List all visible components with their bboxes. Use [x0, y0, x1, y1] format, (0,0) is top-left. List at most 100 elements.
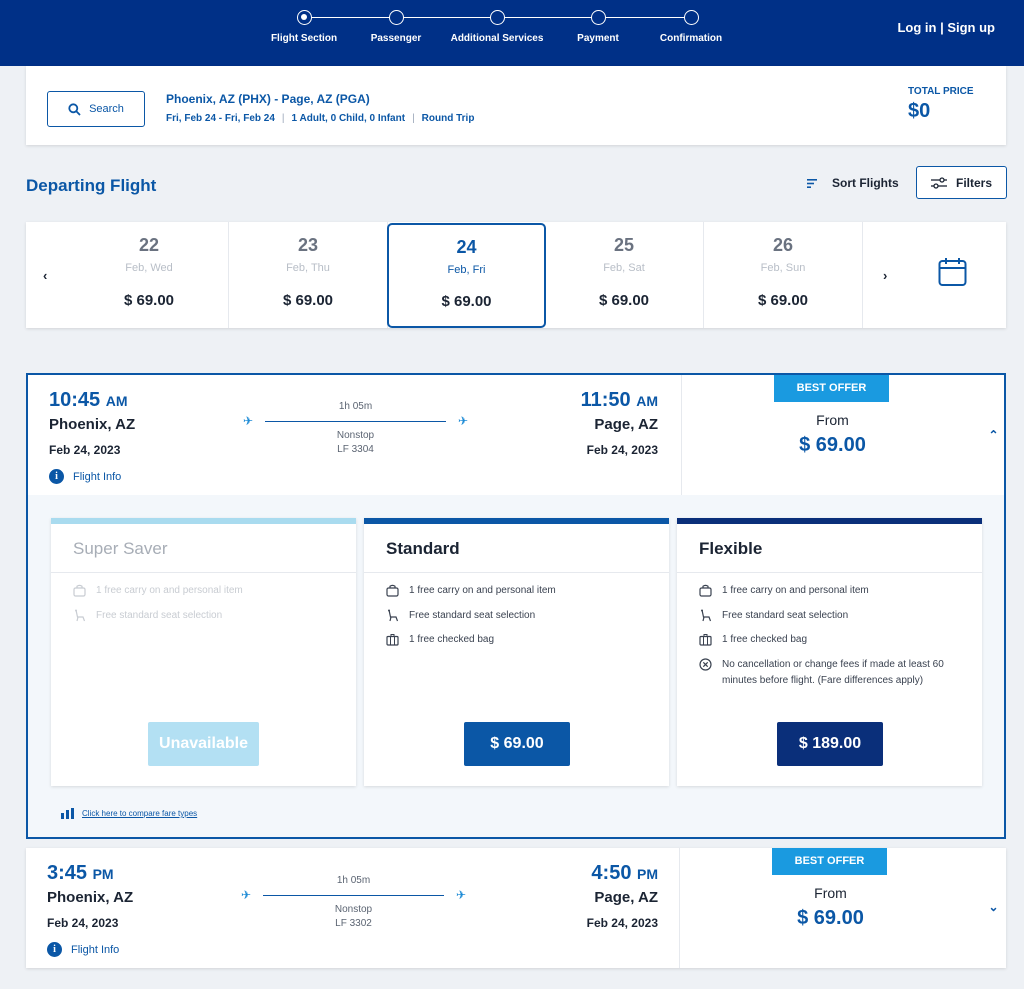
- step-dot: [590, 10, 606, 25]
- fare-name: Standard: [364, 524, 669, 573]
- route-line: ✈ ✈: [241, 888, 466, 902]
- arrival-ampm: PM: [637, 866, 658, 882]
- chevron-up-icon[interactable]: ⌃: [988, 428, 999, 442]
- filters-icon: [930, 176, 947, 189]
- flight-card-expanded[interactable]: 10:45 AM Phoenix, AZ Feb 24, 2023 i Flig…: [26, 373, 1006, 839]
- date-price: $ 69.00: [441, 293, 492, 310]
- best-offer-badge: BEST OFFER: [774, 375, 889, 402]
- fare-feature-text: 1 free carry on and personal item: [409, 585, 556, 596]
- arrival-ampm: AM: [636, 393, 658, 409]
- fare-feature-text: No cancellation or change fees if made a…: [722, 659, 944, 686]
- date-selector: ‹ 22 Feb, Wed $ 69.00 23 Feb, Thu $ 69.0…: [26, 222, 1006, 328]
- flight-route-line: 1h 05m ✈ ✈ Nonstop LF 3304: [243, 401, 468, 455]
- arrival-time-value: 4:50: [591, 862, 632, 884]
- date-option-selected[interactable]: 24 Feb, Fri $ 69.00: [387, 223, 546, 328]
- fare-unavailable-button: Unavailable: [148, 722, 259, 766]
- plane-icon: ✈: [243, 414, 254, 428]
- departure-ampm: AM: [105, 393, 128, 409]
- trip-dates: Fri, Feb 24 - Fri, Feb 24: [166, 113, 275, 124]
- offer-panel[interactable]: BEST OFFER From $ 69.00: [681, 375, 982, 495]
- trip-passengers: 1 Adult, 0 Child, 0 Infant: [291, 113, 406, 124]
- fare-feature-text: 1 free checked bag: [722, 634, 808, 645]
- chevron-down-icon[interactable]: ⌄: [988, 900, 999, 914]
- select-standard-button[interactable]: $ 69.00: [464, 722, 570, 766]
- trip-meta: Fri, Feb 24 - Fri, Feb 24 | 1 Adult, 0 Chi…: [166, 113, 474, 124]
- chart-icon: [61, 808, 74, 819]
- total-price-value: $0: [908, 100, 931, 122]
- luggage-icon: [386, 634, 399, 646]
- no-fee-icon: [699, 658, 712, 671]
- select-flexible-button[interactable]: $ 189.00: [777, 722, 883, 766]
- step-flight-section[interactable]: Flight Section: [249, 10, 359, 44]
- arrival-time: 11:50 AM: [581, 389, 658, 412]
- step-passenger[interactable]: Passenger: [341, 10, 451, 44]
- departure-time: 10:45 AM: [49, 389, 128, 412]
- signup-link[interactable]: Sign up: [947, 20, 995, 35]
- flight-card[interactable]: 3:45 PM Phoenix, AZ Feb 24, 2023 i Fligh…: [26, 848, 1006, 968]
- search-summary: Search Phoenix, AZ (PHX) - Page, AZ (PGA…: [26, 66, 1006, 145]
- total-price: TOTAL PRICE $0: [908, 86, 974, 123]
- departure-city: Phoenix, AZ: [49, 416, 136, 433]
- flight-info-label: Flight Info: [73, 470, 122, 483]
- flight-info-link[interactable]: i Flight Info: [47, 942, 119, 957]
- flight-duration: 1h 05m: [336, 875, 371, 886]
- step-payment[interactable]: Payment: [543, 10, 653, 44]
- chevron-right-icon[interactable]: ›: [883, 268, 888, 283]
- date-day: 23: [297, 235, 319, 255]
- step-dot: [683, 10, 699, 25]
- arrival-city: Page, AZ: [594, 889, 658, 906]
- flight-number: LF 3304: [337, 444, 374, 455]
- fare-card-standard: Standard 1 free carry on and personal it…: [364, 518, 669, 786]
- date-option[interactable]: 23 Feb, Thu $ 69.00: [229, 222, 388, 328]
- fare-feature: Free standard seat selection: [73, 608, 343, 624]
- arrival-time: 4:50 PM: [591, 862, 658, 885]
- fare-feature: 1 free carry on and personal item: [73, 583, 343, 599]
- route-text: Phoenix, AZ (PHX) - Page, AZ (PGA): [166, 92, 370, 106]
- trip-type: Round Trip: [421, 113, 475, 124]
- step-additional-services[interactable]: Additional Services: [442, 10, 552, 44]
- sort-flights-button[interactable]: Sort Flights: [807, 176, 899, 190]
- sort-flights-label: Sort Flights: [832, 176, 899, 190]
- departing-flight-title: Departing Flight: [26, 176, 157, 195]
- date-weekday: Feb, Fri: [447, 264, 486, 276]
- offer-panel[interactable]: BEST OFFER From $ 69.00: [679, 848, 980, 968]
- date-option[interactable]: 22 Feb, Wed $ 69.00: [70, 222, 229, 328]
- compare-fares-link[interactable]: Click here to compare fare types: [61, 808, 197, 819]
- flight-summary: 10:45 AM Phoenix, AZ Feb 24, 2023 i Flig…: [28, 375, 1004, 495]
- route-line: ✈ ✈: [243, 414, 468, 428]
- sort-icon: [807, 178, 817, 188]
- route-bar: [265, 421, 446, 422]
- chevron-left-icon[interactable]: ‹: [43, 268, 48, 283]
- filters-button[interactable]: Filters: [916, 166, 1007, 199]
- step-label: Passenger: [370, 33, 422, 44]
- step-label: Flight Section: [270, 33, 338, 44]
- date-day: 24: [456, 237, 477, 257]
- search-button-label: Search: [89, 103, 124, 115]
- fare-card-super-saver: Super Saver 1 free carry on and personal…: [51, 518, 356, 786]
- departure-time: 3:45 PM: [47, 862, 114, 885]
- date-weekday: Feb, Thu: [286, 262, 330, 274]
- fare-feature-text: 1 free carry on and personal item: [96, 585, 243, 596]
- departure-date: Feb 24, 2023: [49, 443, 121, 457]
- date-day: 22: [138, 235, 160, 255]
- best-offer-badge: BEST OFFER: [772, 848, 887, 875]
- fare-feature-text: Free standard seat selection: [722, 610, 849, 621]
- luggage-icon: [699, 634, 712, 646]
- seat-icon: [701, 609, 712, 622]
- date-weekday: Feb, Sun: [760, 262, 806, 274]
- step-confirmation[interactable]: Confirmation: [636, 10, 746, 44]
- compare-fares-label: Click here to compare fare types: [82, 809, 198, 818]
- date-option[interactable]: 26 Feb, Sun $ 69.00: [704, 222, 863, 328]
- search-button[interactable]: Search: [47, 91, 145, 127]
- flight-info-label: Flight Info: [71, 943, 120, 956]
- flight-number: LF 3302: [335, 918, 372, 929]
- date-option[interactable]: 25 Feb, Sat $ 69.00: [545, 222, 704, 328]
- flight-info-link[interactable]: i Flight Info: [49, 469, 121, 484]
- departure-city: Phoenix, AZ: [47, 889, 134, 906]
- auth-links: Log in | Sign up: [897, 20, 995, 35]
- from-label: From: [814, 885, 847, 901]
- login-link[interactable]: Log in: [897, 20, 937, 35]
- info-icon: i: [49, 469, 64, 484]
- fare-feature: 1 free carry on and personal item: [699, 583, 969, 599]
- calendar-icon[interactable]: [938, 257, 967, 287]
